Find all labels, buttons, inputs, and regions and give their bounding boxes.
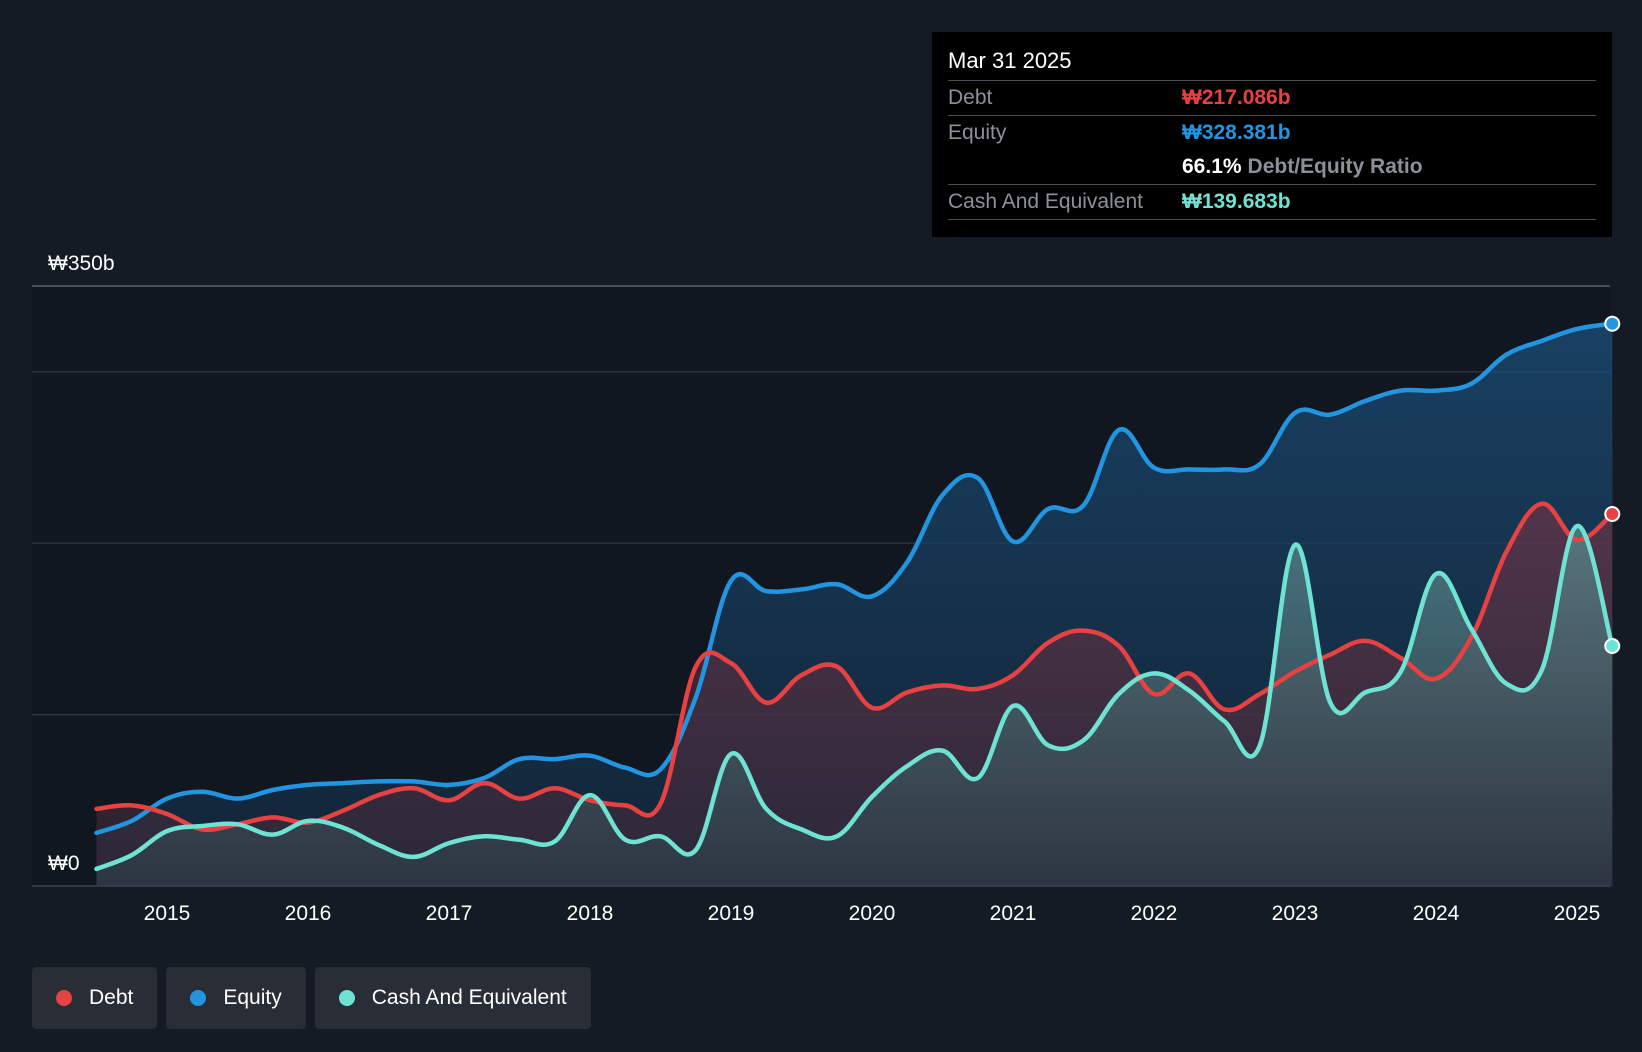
tooltip-row-ratio: 66.1% Debt/Equity Ratio	[948, 150, 1596, 184]
x-tick-label: 2022	[1131, 902, 1178, 925]
area-cash	[96, 525, 1613, 886]
tooltip-date: Mar 31 2025	[948, 48, 1072, 73]
series-lines	[94, 321, 1615, 872]
legend-item-debt[interactable]: Debt	[32, 967, 158, 1029]
legend-item-cash[interactable]: Cash And Equivalent	[314, 967, 591, 1029]
x-tick-label: 2016	[285, 902, 332, 925]
line-cash	[94, 523, 1615, 872]
equity-dot-icon	[190, 990, 207, 1006]
tooltip-ratio-label: Debt/Equity Ratio	[1247, 155, 1423, 178]
legend: Debt Equity Cash And Equivalent	[32, 967, 591, 1029]
line-equity	[94, 321, 1615, 836]
legend-label-equity: Equity	[223, 986, 282, 1009]
tooltip-cash-label: Cash And Equivalent	[948, 190, 1143, 213]
legend-label-cash: Cash And Equivalent	[371, 986, 567, 1009]
tooltip-debt-value: ₩217.086b	[1182, 86, 1291, 109]
debt-dot-icon	[56, 990, 72, 1006]
tooltip-equity-value: ₩328.381b	[1182, 121, 1291, 144]
tooltip-cash-value: ₩139.683b	[1182, 190, 1291, 213]
end-marker-debt	[1604, 506, 1621, 522]
tooltip-row-cash: Cash And Equivalent ₩139.683b	[948, 184, 1596, 220]
y-label-bottom: ₩0	[48, 852, 80, 875]
tooltip-row-debt: Debt ₩217.086b	[948, 80, 1596, 115]
cash-dot-icon	[338, 990, 355, 1006]
y-label-top: ₩350b	[48, 252, 115, 275]
x-tick-label: 2024	[1413, 902, 1460, 925]
x-tick-label: 2021	[990, 902, 1037, 925]
tooltip-equity-label: Equity	[948, 121, 1007, 144]
tooltip: Mar 31 2025 Debt ₩217.086b Equity ₩328.3…	[932, 32, 1612, 237]
end-marker-equity	[1604, 315, 1621, 332]
x-tick-label: 2017	[426, 902, 473, 925]
legend-item-equity[interactable]: Equity	[166, 967, 306, 1029]
x-tick-label: 2023	[1272, 902, 1319, 925]
x-tick-label: 2015	[144, 902, 191, 925]
tooltip-ratio-value: 66.1%	[1182, 155, 1242, 178]
legend-label-debt: Debt	[89, 986, 134, 1009]
x-axis: 2015 2016 2017 2018 2019 2020 2021 2022 2023 2024…	[32, 885, 1610, 925]
tooltip-debt-label: Debt	[948, 86, 993, 109]
x-tick-label: 2019	[708, 902, 755, 925]
series-areas	[96, 323, 1613, 886]
tooltip-row-equity: Equity ₩328.381b	[948, 115, 1596, 150]
end-markers	[1604, 315, 1621, 654]
line-debt	[94, 501, 1615, 833]
x-tick-label: 2025	[1554, 902, 1601, 925]
x-tick-label: 2018	[567, 902, 614, 925]
x-tick-label: 2020	[849, 902, 896, 925]
end-marker-cash	[1604, 638, 1621, 654]
